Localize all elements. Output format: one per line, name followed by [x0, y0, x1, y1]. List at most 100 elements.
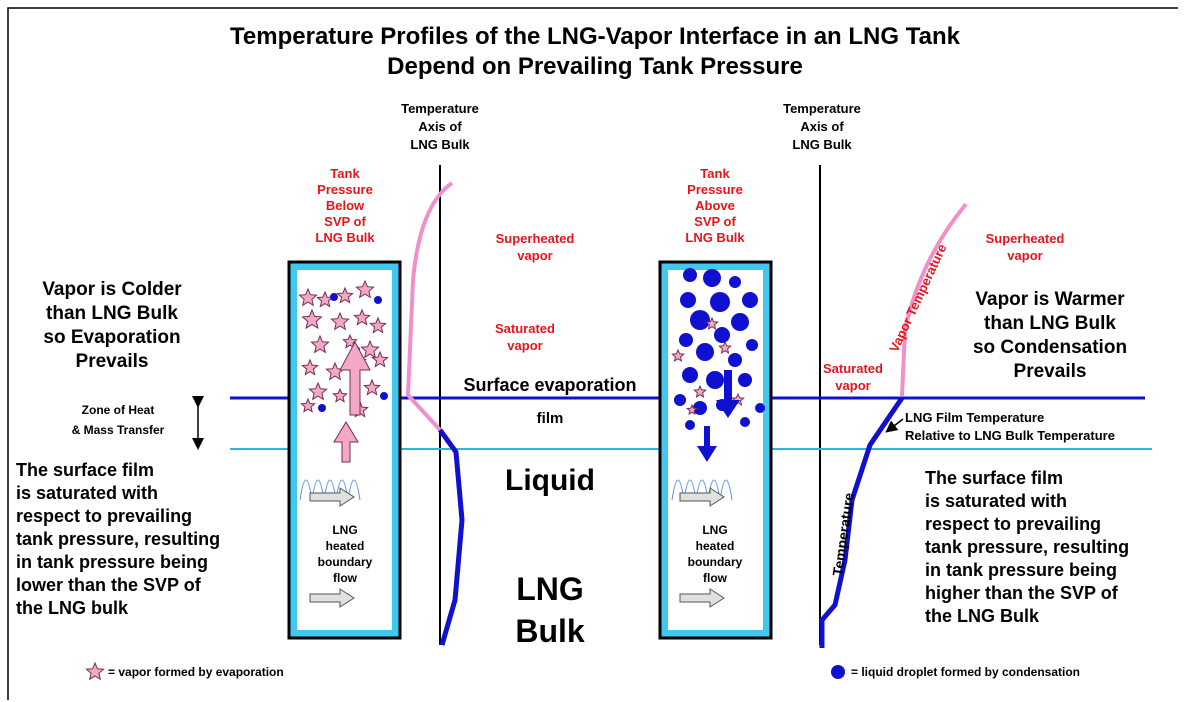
bulk-label: Bulk [515, 613, 585, 649]
flow-arrow [679, 588, 725, 608]
note: in tank pressure being [925, 560, 1117, 580]
note: respect to prevailing [16, 506, 192, 526]
superheated-label: vapor [1007, 248, 1042, 263]
film-temp-label: Relative to LNG Bulk Temperature [905, 428, 1115, 443]
pressure-label: Above [695, 198, 735, 213]
axis-label: LNG Bulk [792, 137, 852, 152]
vapor-temp-label: Vapor Temperature [886, 242, 949, 355]
droplet [728, 353, 742, 367]
droplet [374, 296, 382, 304]
superheated-label: Superheated [986, 231, 1065, 246]
droplet [380, 392, 388, 400]
pressure-label: Pressure [317, 182, 373, 197]
pressure-label: SVP of [694, 214, 736, 229]
vapor-star [671, 348, 685, 362]
droplet [674, 394, 686, 406]
note: higher than the SVP of [925, 583, 1119, 603]
droplet [831, 665, 845, 679]
vapor-star [300, 397, 316, 413]
axis-label: Axis of [418, 119, 462, 134]
vapor-star [308, 381, 328, 401]
legend-text: = vapor formed by evaporation [108, 665, 284, 679]
droplet [703, 269, 721, 287]
flow-label: boundary [688, 555, 743, 569]
vapor-star [369, 316, 387, 334]
flow-arrow [309, 487, 355, 507]
droplet [682, 367, 698, 383]
droplet [690, 310, 710, 330]
zone-label: & Mass Transfer [72, 423, 165, 437]
pressure-label: LNG Bulk [315, 230, 375, 245]
droplet [696, 343, 714, 361]
axis-label: LNG Bulk [410, 137, 470, 152]
vapor-star [298, 287, 318, 307]
vapor-star [360, 339, 380, 359]
vapor-star [705, 316, 719, 330]
flow-label: LNG [702, 523, 727, 537]
note: is saturated with [925, 491, 1067, 511]
pressure-label: SVP of [324, 214, 366, 229]
note: is saturated with [16, 483, 158, 503]
symbols [85, 268, 845, 681]
pressure-label: Below [326, 198, 365, 213]
droplet [693, 401, 707, 415]
up-arrow [339, 340, 371, 416]
temperature-label: Temperature [829, 492, 857, 577]
droplet [755, 403, 765, 413]
axis-label: Temperature [783, 101, 861, 116]
vapor-star [330, 311, 350, 331]
droplet [330, 293, 338, 301]
superheated-label: vapor [517, 248, 552, 263]
flow-arrow [309, 588, 355, 608]
headline: Vapor is Colder [42, 279, 182, 300]
vapor-star [718, 340, 732, 354]
pressure-label: LNG Bulk [685, 230, 745, 245]
vapor-star [371, 350, 389, 368]
droplet [738, 373, 752, 387]
droplet [740, 417, 750, 427]
note: The surface film [16, 460, 154, 480]
vapor-star [685, 403, 699, 416]
film-temp-label: LNG Film Temperature [905, 410, 1044, 425]
flow-arrow [679, 487, 725, 507]
flow-label: heated [696, 539, 735, 553]
title: Depend on Prevailing Tank Pressure [387, 53, 803, 80]
droplet [746, 339, 758, 351]
saturated-label: Saturated [823, 361, 883, 376]
droplet [318, 404, 326, 412]
vapor-star [310, 334, 330, 354]
pressure-label: Tank [330, 166, 360, 181]
down-arrow [697, 426, 717, 462]
bulk-label: LNG [516, 571, 584, 607]
droplet [731, 313, 749, 331]
note: lower than the SVP of [16, 575, 202, 595]
flow-label: flow [333, 571, 358, 585]
note: The surface film [925, 468, 1063, 488]
title: Temperature Profiles of the LNG-Vapor In… [230, 23, 961, 50]
liquid-label: Liquid [505, 464, 595, 497]
flow-label: boundary [318, 555, 373, 569]
saturated-label: Saturated [495, 321, 555, 336]
down-arrow [716, 370, 740, 418]
droplet [742, 292, 758, 308]
vapor-star [336, 286, 354, 304]
legend-text: = liquid droplet formed by condensation [851, 665, 1080, 679]
note: in tank pressure being [16, 552, 208, 572]
flow-label: flow [703, 571, 728, 585]
film-label: film [537, 410, 564, 427]
vapor-star [693, 384, 707, 398]
vapor-star [353, 308, 371, 326]
saturated-label: vapor [507, 338, 542, 353]
droplet [729, 276, 741, 288]
headline: than LNG Bulk [46, 303, 178, 324]
superheated-label: Superheated [496, 231, 575, 246]
droplet [679, 333, 693, 347]
axis-label: Axis of [800, 119, 844, 134]
droplet [706, 371, 724, 389]
up-arrow [333, 421, 359, 463]
vapor-star [355, 279, 375, 299]
flow-label: heated [326, 539, 365, 553]
vapor-star [301, 308, 323, 330]
vapor-star [301, 358, 319, 376]
droplet [714, 327, 730, 343]
